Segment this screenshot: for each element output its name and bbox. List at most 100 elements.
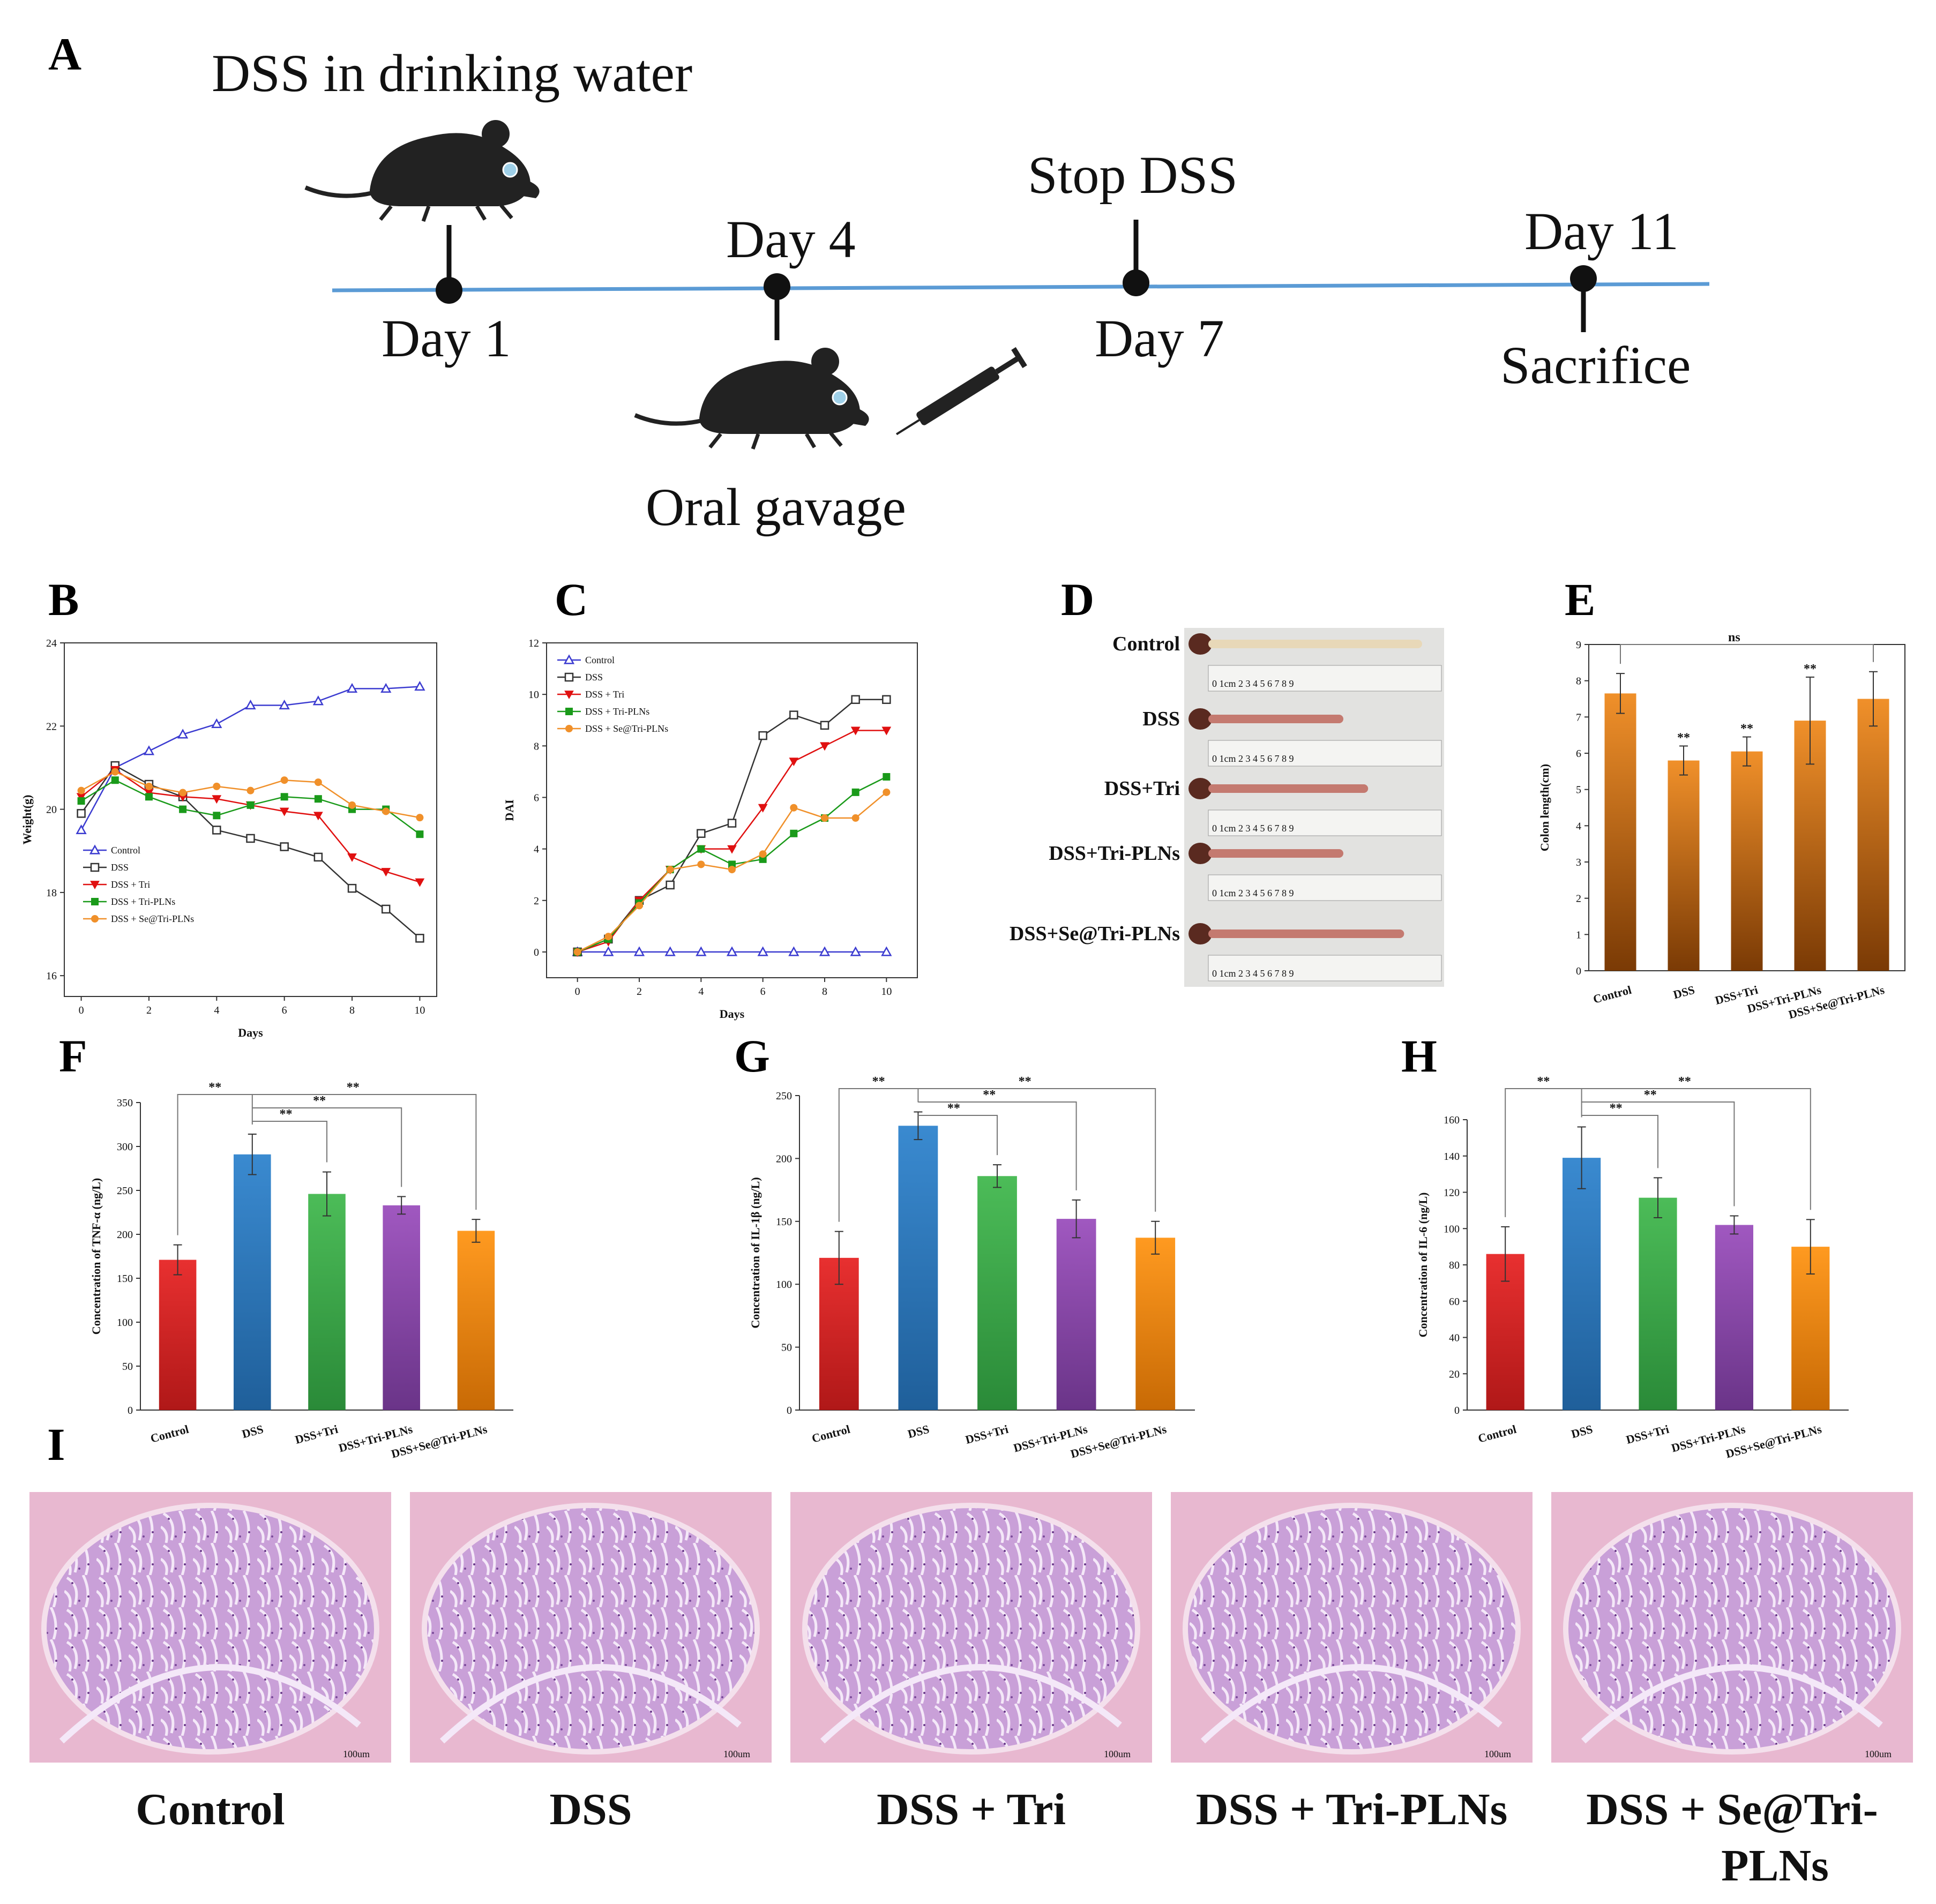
point-1-3	[666, 880, 675, 890]
point-3-5	[246, 801, 255, 809]
point-1-9	[851, 695, 860, 704]
point-2-4	[212, 795, 222, 804]
point-0-1	[603, 946, 614, 956]
point-1-6	[280, 842, 289, 851]
day11-label: Day 11	[1524, 201, 1679, 261]
ruler	[1208, 740, 1442, 767]
colon-tissue	[1208, 929, 1404, 938]
y-tick-label: 250	[117, 1185, 133, 1197]
legend-marker	[91, 915, 99, 923]
y-tick-label: 100	[776, 1279, 792, 1291]
point-1-5	[246, 834, 255, 843]
point-3-1	[111, 776, 119, 784]
day7-marker	[1123, 269, 1149, 296]
y-tick-label: 80	[1449, 1260, 1460, 1271]
y-axis-label: Concentration of IL-6 (ng/L)	[1416, 1193, 1430, 1338]
point-4-6	[280, 776, 288, 784]
y-tick-label: 24	[46, 638, 57, 649]
legend-marker	[565, 725, 573, 732]
day1-marker	[436, 277, 462, 304]
point-4-8	[348, 801, 356, 809]
histology-label: DSS	[549, 1785, 632, 1834]
point-3-2	[145, 793, 153, 801]
y-tick-label: 9	[1576, 639, 1581, 651]
y-tick-label: 18	[46, 887, 57, 899]
y-axis-label: Concentration of TNF-α (ng/L)	[89, 1178, 103, 1335]
bracket-label: **	[1019, 1075, 1031, 1089]
point-0-3	[664, 946, 676, 956]
bar-4	[1135, 1238, 1176, 1410]
significance-bracket	[252, 1094, 477, 1210]
y-tick-label: 8	[1576, 676, 1581, 687]
bar-2	[1639, 1197, 1677, 1410]
point-0-0	[76, 824, 87, 835]
y-tick-label: 1	[1576, 929, 1581, 941]
cecum	[1188, 633, 1212, 655]
scale-bar-label: 100um	[723, 1749, 750, 1759]
cecum	[1188, 923, 1212, 944]
ruler-text: 0 1cm 2 3 4 5 6 7 8 9	[1212, 753, 1294, 764]
cecum	[1188, 843, 1212, 864]
category-label: DSS+Tri	[964, 1422, 1010, 1446]
point-1-7	[313, 852, 323, 862]
mucosa-line	[1200, 1664, 1503, 1744]
plot-frame	[546, 642, 918, 978]
y-tick-label: 0	[1576, 965, 1581, 977]
point-2-10	[415, 878, 425, 887]
point-3-9	[851, 788, 859, 796]
legend-label: DSS + Tri-PLNs	[111, 896, 175, 907]
point-4-7	[790, 804, 798, 812]
y-tick-label: 300	[117, 1141, 133, 1153]
x-tick-label: 8	[349, 1005, 355, 1016]
bar-4	[457, 1231, 495, 1410]
significance-bracket	[918, 1088, 1156, 1212]
bar-1	[1668, 760, 1700, 971]
scale-bar-label: 100um	[1484, 1749, 1511, 1759]
panel-label-h: H	[1401, 1030, 1437, 1082]
ruler-text: 0 1cm 2 3 4 5 6 7 8 9	[1212, 888, 1294, 898]
category-label: Control	[810, 1422, 851, 1445]
point-1-0	[77, 809, 86, 818]
point-0-7	[788, 946, 799, 956]
mucosa-line	[820, 1664, 1122, 1744]
point-2-6	[279, 807, 289, 816]
point-4-6	[759, 850, 767, 858]
y-tick-label: 150	[776, 1216, 792, 1228]
bar-4	[1857, 699, 1889, 971]
y-tick-label: 60	[1449, 1296, 1460, 1308]
point-2-5	[727, 845, 737, 854]
point-3-3	[179, 805, 187, 813]
point-4-9	[851, 814, 859, 822]
x-tick-label: 2	[146, 1005, 152, 1016]
ruler	[1208, 955, 1442, 981]
category-label: DSS	[1672, 983, 1696, 1002]
panel-label-c: C	[555, 574, 588, 625]
y-tick-label: 0	[128, 1405, 133, 1416]
point-2-8	[820, 742, 829, 751]
legend-marker	[564, 672, 574, 682]
y-tick-label: 50	[122, 1361, 133, 1373]
legend-label: DSS + Se@Tri-PLNs	[111, 913, 194, 924]
ruler-text: 0 1cm 2 3 4 5 6 7 8 9	[1212, 678, 1294, 689]
y-tick-label: 3	[1576, 857, 1581, 868]
panel-d-colons: Control 0 1cm 2 3 4 5 6 7 8 9 DSS 0 1cm 2 3…	[1010, 633, 1442, 981]
y-tick-label: 6	[534, 792, 539, 804]
bracket-label: **	[1644, 1088, 1657, 1102]
bar-3	[1056, 1219, 1096, 1410]
point-4-1	[604, 933, 612, 941]
point-1-10	[882, 695, 891, 704]
bracket-label: **	[947, 1101, 960, 1115]
significance-mark: **	[1740, 722, 1753, 736]
ruler	[1208, 874, 1442, 901]
day1-label: Day 1	[382, 309, 511, 368]
y-tick-label: 150	[117, 1273, 133, 1285]
y-tick-label: 0	[534, 947, 539, 958]
point-1-5	[727, 819, 737, 828]
cecum	[1188, 778, 1212, 799]
significance-bracket	[177, 1094, 253, 1235]
point-4-5	[246, 786, 255, 794]
bracket-label: **	[1537, 1075, 1550, 1089]
point-3-6	[280, 793, 288, 801]
mouse-icon	[305, 120, 540, 221]
point-0-5	[726, 946, 738, 956]
